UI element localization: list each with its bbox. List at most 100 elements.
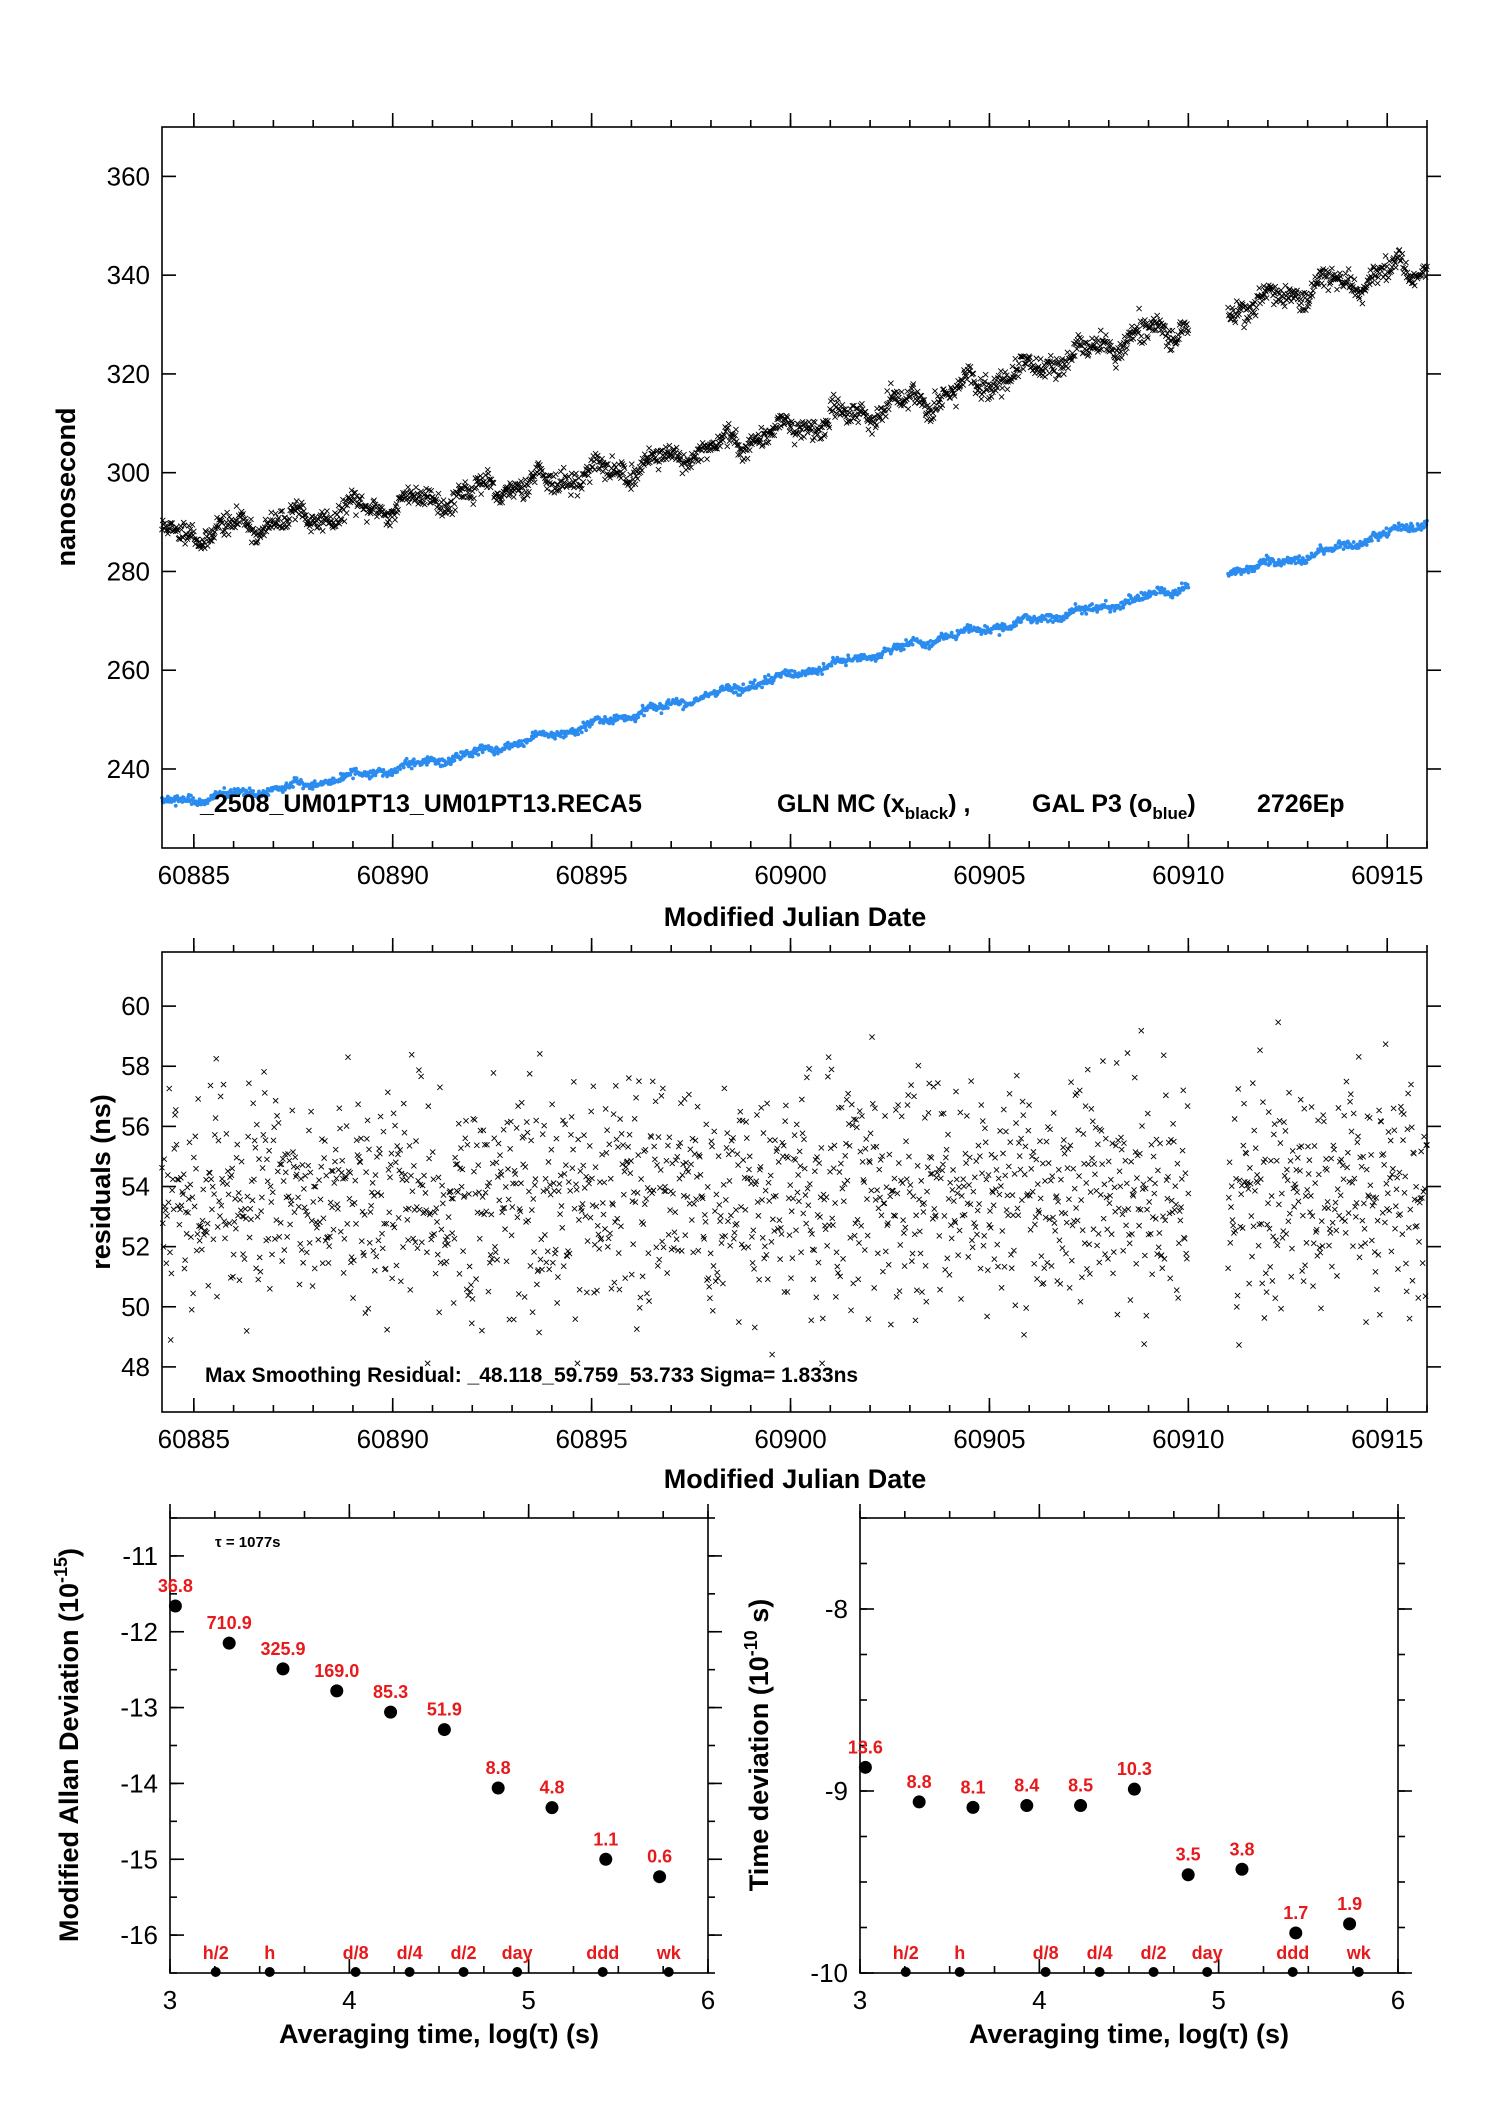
residual-point bbox=[830, 1165, 837, 1172]
residual-point bbox=[1022, 1143, 1029, 1150]
residual-point bbox=[186, 1139, 193, 1146]
residual-point bbox=[570, 1078, 577, 1085]
residual-point bbox=[240, 1251, 246, 1258]
residual-point bbox=[625, 1075, 632, 1082]
timeseries-x-point bbox=[1252, 298, 1258, 305]
residual-point bbox=[389, 1275, 396, 1282]
residual-point bbox=[613, 1136, 620, 1143]
residual-point bbox=[670, 1190, 676, 1197]
timeseries-x-point bbox=[1269, 285, 1276, 291]
residual-point bbox=[330, 1226, 337, 1233]
residual-point bbox=[769, 1216, 776, 1223]
timeseries-x-point bbox=[1105, 342, 1112, 349]
residual-point bbox=[1055, 1166, 1062, 1173]
residual-point bbox=[729, 1147, 736, 1154]
residual-point bbox=[584, 1238, 591, 1244]
residual-point bbox=[245, 1133, 252, 1140]
residual-point bbox=[305, 1162, 312, 1169]
timeseries-x-point bbox=[1345, 266, 1352, 272]
residual-point bbox=[1043, 1138, 1050, 1145]
timeseries-x-point bbox=[1283, 297, 1290, 304]
timeseries-annotation: _2508_UM01PT13_UM01PT13.RECA5 GLN MC (xb… bbox=[199, 790, 1345, 823]
timeseries-x-point bbox=[1420, 270, 1427, 276]
residual-point bbox=[1005, 1212, 1012, 1219]
residual-point bbox=[232, 1225, 239, 1232]
residual-point bbox=[691, 1201, 697, 1207]
residual-point bbox=[1091, 1161, 1098, 1167]
residual-point bbox=[513, 1125, 520, 1131]
residual-point bbox=[1126, 1240, 1133, 1247]
timeseries-x-point bbox=[1263, 295, 1270, 301]
residual-point bbox=[942, 1266, 949, 1273]
residual-point bbox=[902, 1224, 909, 1231]
timeseries-x-point bbox=[277, 508, 284, 515]
residual-point bbox=[554, 1274, 561, 1280]
residual-point bbox=[1077, 1298, 1084, 1305]
residual-point bbox=[244, 1193, 251, 1200]
x-tick-label: 60885 bbox=[158, 860, 230, 890]
residual-point bbox=[363, 1135, 370, 1142]
timeseries-x-point bbox=[849, 402, 856, 409]
residual-point bbox=[385, 1166, 392, 1173]
timeseries-x-point bbox=[695, 458, 702, 465]
residual-point bbox=[621, 1168, 628, 1175]
timeseries-x-point bbox=[256, 526, 262, 533]
timeseries-o-point bbox=[404, 756, 409, 761]
residual-point bbox=[604, 1127, 611, 1134]
residual-point bbox=[220, 1081, 227, 1088]
timeseries-x-point bbox=[746, 447, 753, 453]
timeseries-o-point bbox=[1297, 554, 1302, 559]
timeseries-x-point bbox=[796, 430, 803, 437]
timeseries-x-point bbox=[816, 435, 823, 442]
timeseries-x-point bbox=[885, 406, 892, 413]
residual-point bbox=[937, 1286, 943, 1293]
residual-point bbox=[1131, 1186, 1137, 1193]
residual-point bbox=[557, 1211, 563, 1218]
residual-point bbox=[816, 1160, 823, 1167]
residual-point bbox=[471, 1168, 477, 1175]
residual-point bbox=[167, 1249, 173, 1256]
residual-point bbox=[216, 1213, 223, 1219]
residual-point bbox=[248, 1216, 254, 1223]
residual-point bbox=[1017, 1166, 1024, 1173]
residual-point bbox=[605, 1235, 612, 1242]
residual-point bbox=[734, 1151, 741, 1158]
timeseries-x-point bbox=[517, 484, 524, 491]
timeseries-x-point bbox=[1016, 367, 1023, 374]
timeseries-x-point bbox=[531, 479, 538, 486]
timeseries-o-point bbox=[1186, 585, 1191, 590]
timeseries-x-point bbox=[786, 428, 793, 435]
timeseries-ticks: 60885 60890 60895 60900 60905 60910 6091524026… bbox=[107, 113, 1441, 890]
timeseries-x-point bbox=[725, 420, 732, 427]
residual-point bbox=[1134, 1175, 1140, 1181]
timeseries-x-point bbox=[788, 418, 795, 425]
residual-point bbox=[416, 1067, 422, 1074]
residual-point bbox=[582, 1213, 589, 1220]
residual-point bbox=[376, 1150, 383, 1157]
timeseries-o-point bbox=[395, 769, 400, 774]
residual-point bbox=[469, 1295, 476, 1302]
residual-point bbox=[316, 1177, 322, 1184]
timeseries-x-point bbox=[250, 525, 257, 532]
residual-point bbox=[968, 1078, 975, 1085]
timeseries-o-point bbox=[452, 758, 457, 763]
residual-point bbox=[602, 1106, 609, 1112]
timeseries-x-point bbox=[204, 543, 211, 549]
residual-point bbox=[637, 1294, 644, 1301]
residual-point bbox=[784, 1289, 791, 1295]
residual-point bbox=[338, 1169, 345, 1176]
residual-point bbox=[1045, 1160, 1052, 1167]
timeseries-x-point bbox=[1372, 272, 1379, 279]
timeseries-x-point bbox=[1386, 258, 1393, 264]
timeseries-x-point bbox=[1144, 333, 1150, 340]
residual-point bbox=[1102, 1135, 1109, 1142]
timeseries-x-point bbox=[887, 380, 894, 387]
residual-point bbox=[200, 1186, 207, 1193]
timeseries-x-point bbox=[472, 475, 479, 482]
timeseries-x-point bbox=[1083, 347, 1090, 354]
timeseries-x-point bbox=[1153, 319, 1160, 326]
timeseries-x-point bbox=[1392, 259, 1398, 266]
timeseries-x-point bbox=[319, 508, 325, 515]
residual-point bbox=[211, 1131, 218, 1138]
residual-point bbox=[874, 1250, 881, 1257]
